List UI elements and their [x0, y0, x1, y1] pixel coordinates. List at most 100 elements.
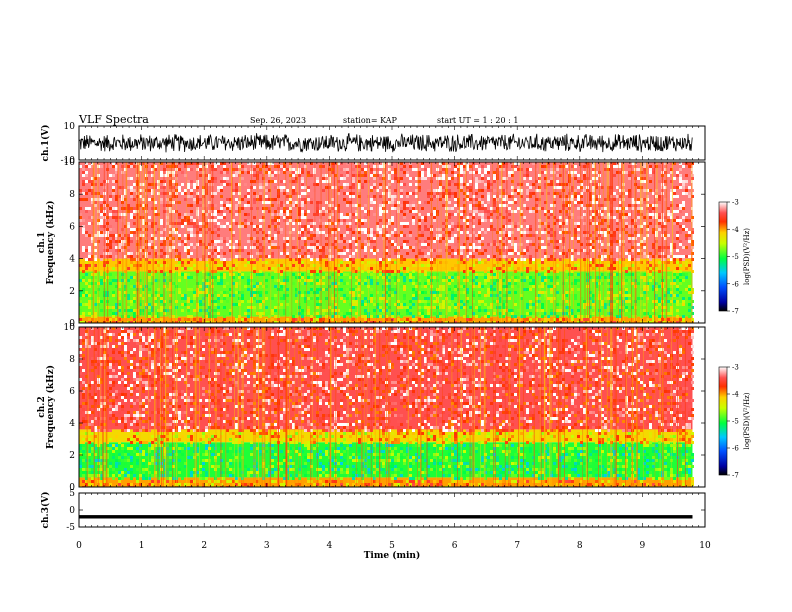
- ch1-spectrogram-cell: [139, 264, 142, 267]
- ch1-spectrogram-cell: [502, 255, 505, 258]
- ch1-spectrogram-cell: [520, 228, 523, 231]
- ch1-spectrogram-cell: [523, 231, 526, 234]
- ch1-spectrogram-cell: [100, 309, 103, 312]
- ch1-spectrogram-cell: [208, 243, 211, 246]
- ch1-spectrogram-cell: [217, 279, 220, 282]
- ch1-spectrogram-cell: [523, 261, 526, 264]
- ch1-spectrogram-cell: [241, 207, 244, 210]
- ch1-spectrogram-cell: [220, 237, 223, 240]
- ch1-spectrogram-cell: [604, 216, 607, 219]
- ch1-spectrogram-cell: [112, 189, 115, 192]
- ch1-spectrogram-cell: [556, 174, 559, 177]
- ch1-spectrogram-cell: [649, 228, 652, 231]
- ch1-spectrogram-cell: [388, 294, 391, 297]
- ch1-spectrogram-cell: [208, 312, 211, 315]
- ch1-spectrogram-cell: [529, 276, 532, 279]
- ch1-spectrogram-cell: [490, 213, 493, 216]
- ch1-spectrogram-cell: [409, 210, 412, 213]
- ch1-spectrogram-cell: [619, 189, 622, 192]
- ch1-spectrogram-cell: [502, 264, 505, 267]
- ch1-spectrogram-cell: [589, 207, 592, 210]
- ch1-spectrogram-cell: [79, 315, 82, 318]
- ch1-spectrogram-cell: [592, 216, 595, 219]
- ch1-spectrogram-cell: [124, 270, 127, 273]
- ch1-spectrogram-cell: [139, 216, 142, 219]
- ch1-spectrogram-cell: [265, 198, 268, 201]
- ch1-spectrogram-cell: [379, 186, 382, 189]
- ch1-spectrogram-cell: [79, 300, 82, 303]
- ch1-spectrogram-cell: [526, 312, 529, 315]
- ch1-spectrogram-cell: [649, 216, 652, 219]
- ch1-spectrogram-cell: [346, 213, 349, 216]
- ch1-spectrogram-cell: [484, 279, 487, 282]
- ch1-spectrogram-cell: [589, 246, 592, 249]
- ch1-spectrogram-cell: [469, 261, 472, 264]
- ch1-spectrogram-cell: [583, 186, 586, 189]
- ch1-spectrogram-cell: [226, 171, 229, 174]
- ch1-spectrogram-cell: [667, 177, 670, 180]
- ch1-spectrogram-cell: [541, 240, 544, 243]
- ch1-spectrogram-cell: [514, 243, 517, 246]
- ch1-spectrogram-cell: [316, 297, 319, 300]
- ch1-spectrogram-cell: [88, 249, 91, 252]
- ch1-spectrogram-cell: [313, 189, 316, 192]
- ch1-spectrogram-cell: [508, 309, 511, 312]
- ch1-spectrogram-cell: [379, 291, 382, 294]
- ch1-spectrogram-cell: [592, 189, 595, 192]
- ch1-spectrogram-cell: [469, 216, 472, 219]
- ch1-spectrogram-cell: [130, 240, 133, 243]
- ch1-spectrogram-cell: [487, 294, 490, 297]
- ch1-spectrogram-cell: [220, 246, 223, 249]
- ch1-spectrogram-cell: [421, 174, 424, 177]
- ch1-spectrogram-cell: [412, 291, 415, 294]
- ch1-spectrogram-cell: [493, 309, 496, 312]
- ch1-spectrogram-cell: [385, 249, 388, 252]
- ch1-spectrogram-cell: [94, 282, 97, 285]
- ch1-spectrogram-cell: [172, 165, 175, 168]
- ch1-spectrogram-cell: [187, 237, 190, 240]
- ch1-spectrogram-cell: [187, 297, 190, 300]
- ch1-spectrogram-cell: [352, 177, 355, 180]
- ch1-spectrogram-cell: [79, 303, 82, 306]
- ch1-spectrogram-cell: [94, 234, 97, 237]
- ch1-spectrogram-cell: [625, 309, 628, 312]
- ch1-spectrogram-cell: [184, 297, 187, 300]
- ch1-spectrogram-cell: [502, 204, 505, 207]
- ch1-spectrogram-cell: [490, 303, 493, 306]
- ch1-spectrogram-cell: [118, 285, 121, 288]
- ch1-spectrogram-cell: [460, 228, 463, 231]
- ch1-spectrogram-cell: [139, 273, 142, 276]
- ch1-spectrogram-cell: [349, 240, 352, 243]
- ch1-spectrogram-cell: [541, 171, 544, 174]
- ch1-spectrogram-cell: [208, 228, 211, 231]
- ch1-spectrogram-cell: [517, 222, 520, 225]
- ch1-spectrogram-cell: [511, 240, 514, 243]
- ch1-spectrogram-cell: [577, 279, 580, 282]
- ch1-spectrogram-cell: [346, 225, 349, 228]
- ch1-spectrogram-cell: [421, 315, 424, 318]
- ch1-spectrogram-cell: [424, 234, 427, 237]
- ch1-spectrogram-cell: [364, 174, 367, 177]
- ch1-spectrogram-cell: [283, 288, 286, 291]
- ch1-spectrogram-cell: [160, 255, 163, 258]
- ch1-spectrogram-cell: [553, 231, 556, 234]
- ch1-spectrogram-cell: [406, 306, 409, 309]
- ch1-spectrogram-cell: [619, 252, 622, 255]
- ch1-spectrogram-cell: [637, 198, 640, 201]
- ch1-spectrogram-cell: [91, 165, 94, 168]
- ch1-spectrogram-cell: [487, 312, 490, 315]
- ch1-spectrogram-cell: [640, 300, 643, 303]
- ch1-spectrogram-cell: [595, 171, 598, 174]
- ch1-spectrogram-cell: [130, 255, 133, 258]
- ch1-spectrogram-cell: [592, 222, 595, 225]
- ch1-spectrogram-cell: [631, 246, 634, 249]
- ch1-spectrogram-cell: [649, 222, 652, 225]
- ch1-spectrogram-cell: [280, 273, 283, 276]
- ch1-spectrogram-cell: [301, 261, 304, 264]
- ch1-spectrogram-cell: [388, 183, 391, 186]
- ch1-spectrogram-cell: [244, 213, 247, 216]
- ch1-spectrogram-cell: [139, 234, 142, 237]
- ch1-spectrogram-cell: [322, 231, 325, 234]
- ch1-spectrogram-cell: [604, 168, 607, 171]
- ch1-spectrogram-cell: [637, 249, 640, 252]
